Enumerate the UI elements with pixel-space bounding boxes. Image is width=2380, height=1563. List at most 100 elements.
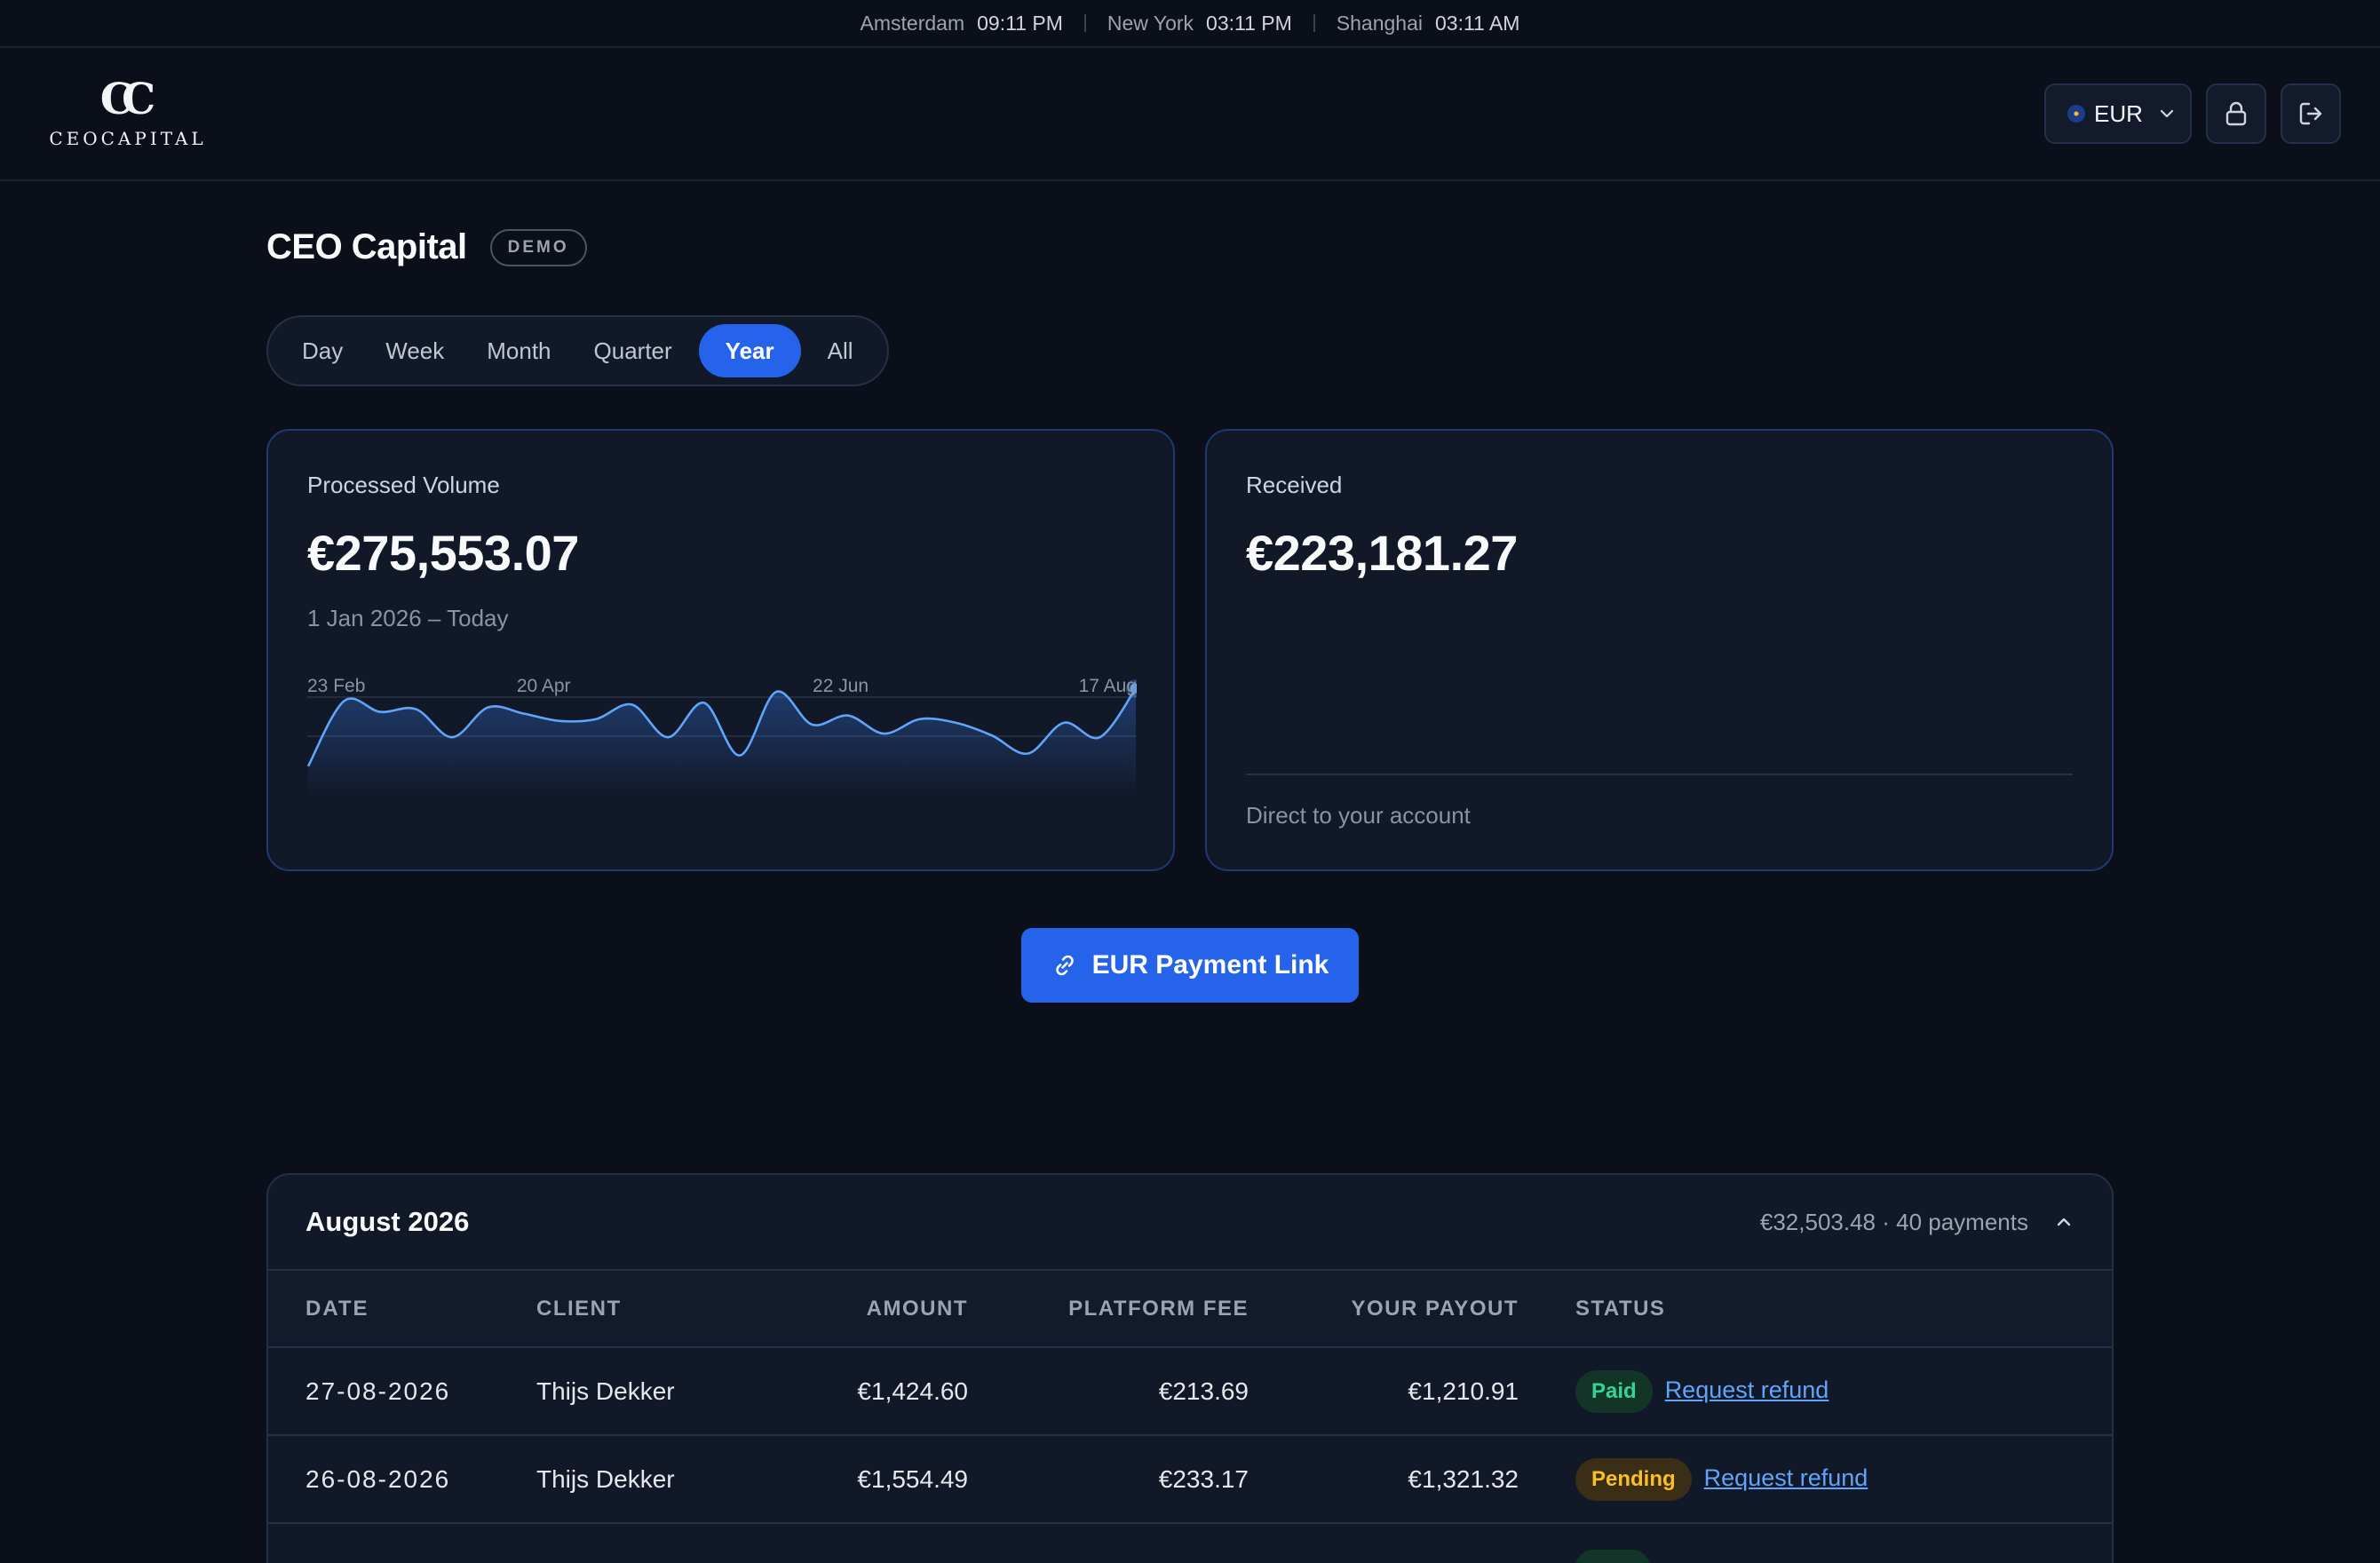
link-icon bbox=[1055, 955, 1074, 976]
tab-month[interactable]: Month bbox=[487, 337, 551, 364]
clock-city: Shanghai bbox=[1336, 11, 1423, 35]
x-axis-labels: 23 Feb 20 Apr 22 Jun 17 Aug bbox=[307, 676, 1137, 861]
table-row[interactable]: 26-08-2026 Thijs Dekker €1,554.49 €233.1… bbox=[268, 1435, 2112, 1524]
eu-flag-icon bbox=[2067, 105, 2085, 123]
cta-row: EUR Payment Link bbox=[266, 928, 2114, 1003]
row-payout: €1,321.32 bbox=[1249, 1435, 1519, 1524]
chart-area bbox=[308, 688, 1136, 798]
summary-cards: Processed Volume €275,553.07 1 Jan 2026 … bbox=[266, 429, 2114, 871]
tab-year[interactable]: Year bbox=[698, 324, 801, 377]
column-amount[interactable]: AMOUNT bbox=[776, 1271, 968, 1348]
row-amount: €1,554.49 bbox=[776, 1435, 968, 1524]
row-payout-partial bbox=[1249, 1523, 1519, 1563]
status-badge: Paid bbox=[1575, 1369, 1653, 1413]
clock-time: 03:11 AM bbox=[1434, 11, 1520, 35]
payment-link-button[interactable]: EUR Payment Link bbox=[1020, 928, 1360, 1003]
column-status[interactable]: STATUS bbox=[1519, 1271, 2112, 1348]
chart-endpoint[interactable] bbox=[1130, 683, 1138, 694]
app-header: CC CEOCAPITAL EUR bbox=[0, 48, 2380, 181]
row-date: 27-08-2026 bbox=[268, 1347, 536, 1436]
month-title: August 2026 bbox=[305, 1206, 470, 1237]
card-divider bbox=[1246, 774, 2073, 775]
x-tick-label: 17 Aug bbox=[1078, 676, 1137, 696]
column-date[interactable]: DATE bbox=[268, 1271, 536, 1348]
row-client: Thijs Dekker bbox=[536, 1435, 776, 1524]
processed-volume-card: Processed Volume €275,553.07 1 Jan 2026 … bbox=[266, 429, 1175, 871]
period-tabs: Day Week Month Quarter Year All bbox=[266, 315, 889, 386]
clock-amsterdam: Amsterdam 09:11 PM bbox=[861, 12, 1063, 36]
received-footer: Direct to your account bbox=[1246, 802, 1471, 829]
demo-badge: DEMO bbox=[489, 228, 587, 266]
logo-wordmark: CEOCAPITAL bbox=[49, 128, 207, 149]
row-date-partial bbox=[268, 1523, 536, 1563]
chevron-down-icon bbox=[2160, 109, 2174, 118]
request-refund-link[interactable]: Request refund bbox=[1703, 1464, 1868, 1491]
card-label: Received bbox=[1246, 472, 1343, 498]
request-refund-link[interactable]: Request refund bbox=[1664, 1376, 1829, 1403]
title-row: CEO Capital DEMO bbox=[266, 227, 2114, 267]
clock-city: Amsterdam bbox=[860, 11, 965, 35]
clock-city: New York bbox=[1107, 11, 1194, 35]
processed-amount: €275,553.07 bbox=[307, 525, 579, 581]
status-badge bbox=[1575, 1549, 1650, 1563]
brand-logo[interactable]: CC CEOCAPITAL bbox=[49, 75, 207, 149]
row-amount: €1,424.60 bbox=[776, 1347, 968, 1436]
clock-time: 09:11 PM bbox=[977, 11, 1063, 35]
month-summary: €32,503.48 · 40 payments bbox=[1760, 1209, 2075, 1236]
row-amount-partial bbox=[776, 1523, 968, 1563]
table-row[interactable] bbox=[268, 1523, 2112, 1563]
column-platform-fee[interactable]: PLATFORM FEE bbox=[968, 1271, 1249, 1348]
table-row[interactable]: 27-08-2026 Thijs Dekker €1,424.60 €213.6… bbox=[268, 1347, 2112, 1436]
logout-button[interactable] bbox=[2281, 83, 2341, 144]
lock-icon bbox=[2225, 101, 2247, 126]
received-amount: €223,181.27 bbox=[1246, 525, 1518, 581]
world-clock-bar: Amsterdam 09:11 PM New York 03:11 PM Sha… bbox=[0, 0, 2380, 48]
main-content: CEO Capital DEMO Day Week Month Quarter … bbox=[0, 227, 2380, 1563]
month-summary-text: €32,503.48 · 40 payments bbox=[1759, 1208, 2028, 1235]
row-fee-partial bbox=[968, 1523, 1249, 1563]
currency-select[interactable]: EUR bbox=[2044, 83, 2192, 144]
lock-button[interactable] bbox=[2206, 83, 2266, 144]
row-date: 26-08-2026 bbox=[268, 1435, 536, 1524]
column-client[interactable]: CLIENT bbox=[536, 1271, 776, 1348]
clock-divider bbox=[1083, 14, 1086, 32]
x-tick-label: 22 Jun bbox=[813, 676, 869, 696]
row-status-cell: Paid Request refund bbox=[1519, 1347, 2112, 1436]
volume-chart-svg bbox=[307, 679, 1138, 798]
logout-icon bbox=[2299, 102, 2322, 125]
payments-table: DATE CLIENT AMOUNT PLATFORM FEE YOUR PAY… bbox=[268, 1271, 2112, 1563]
header-actions: EUR bbox=[2044, 83, 2341, 144]
column-payout[interactable]: YOUR PAYOUT bbox=[1249, 1271, 1519, 1348]
month-header[interactable]: August 2026 €32,503.48 · 40 payments bbox=[268, 1175, 2112, 1271]
period-range: 1 Jan 2026 – Today bbox=[307, 605, 509, 631]
payment-link-label: EUR Payment Link bbox=[1091, 950, 1329, 980]
card-label: Processed Volume bbox=[307, 472, 500, 498]
chart-line bbox=[307, 687, 1137, 767]
volume-chart: 23 Feb 20 Apr 22 Jun 17 Aug bbox=[307, 665, 1137, 834]
table-header-row: DATE CLIENT AMOUNT PLATFORM FEE YOUR PAY… bbox=[268, 1271, 2112, 1348]
currency-value: EUR bbox=[2094, 99, 2143, 127]
clock-divider bbox=[1313, 14, 1315, 32]
row-fee: €233.17 bbox=[968, 1435, 1249, 1524]
clock-new-york: New York 03:11 PM bbox=[1107, 12, 1292, 36]
tab-all[interactable]: All bbox=[827, 337, 853, 364]
tab-week[interactable]: Week bbox=[385, 337, 445, 364]
logo-mark: CC bbox=[99, 75, 155, 124]
clock-shanghai: Shanghai 03:11 AM bbox=[1337, 12, 1520, 36]
row-client: Thijs Dekker bbox=[536, 1347, 776, 1436]
month-panel: August 2026 €32,503.48 · 40 payments DAT… bbox=[266, 1173, 2114, 1563]
row-status-cell: Pending Request refund bbox=[1519, 1435, 2112, 1524]
chevron-up-icon[interactable] bbox=[2053, 1211, 2075, 1233]
row-client-partial bbox=[536, 1523, 776, 1563]
row-status-cell bbox=[1519, 1523, 2112, 1563]
tab-day[interactable]: Day bbox=[302, 337, 344, 364]
x-tick-label: 20 Apr bbox=[516, 676, 571, 696]
row-payout: €1,210.91 bbox=[1249, 1347, 1519, 1436]
clock-time: 03:11 PM bbox=[1206, 11, 1292, 35]
page-title: CEO Capital bbox=[266, 227, 467, 266]
received-card: Received €223,181.27 Direct to your acco… bbox=[1205, 429, 2114, 871]
status-badge: Pending bbox=[1575, 1457, 1692, 1501]
x-tick-label: 23 Feb bbox=[307, 676, 366, 696]
row-fee: €213.69 bbox=[968, 1347, 1249, 1436]
tab-quarter[interactable]: Quarter bbox=[593, 337, 672, 364]
